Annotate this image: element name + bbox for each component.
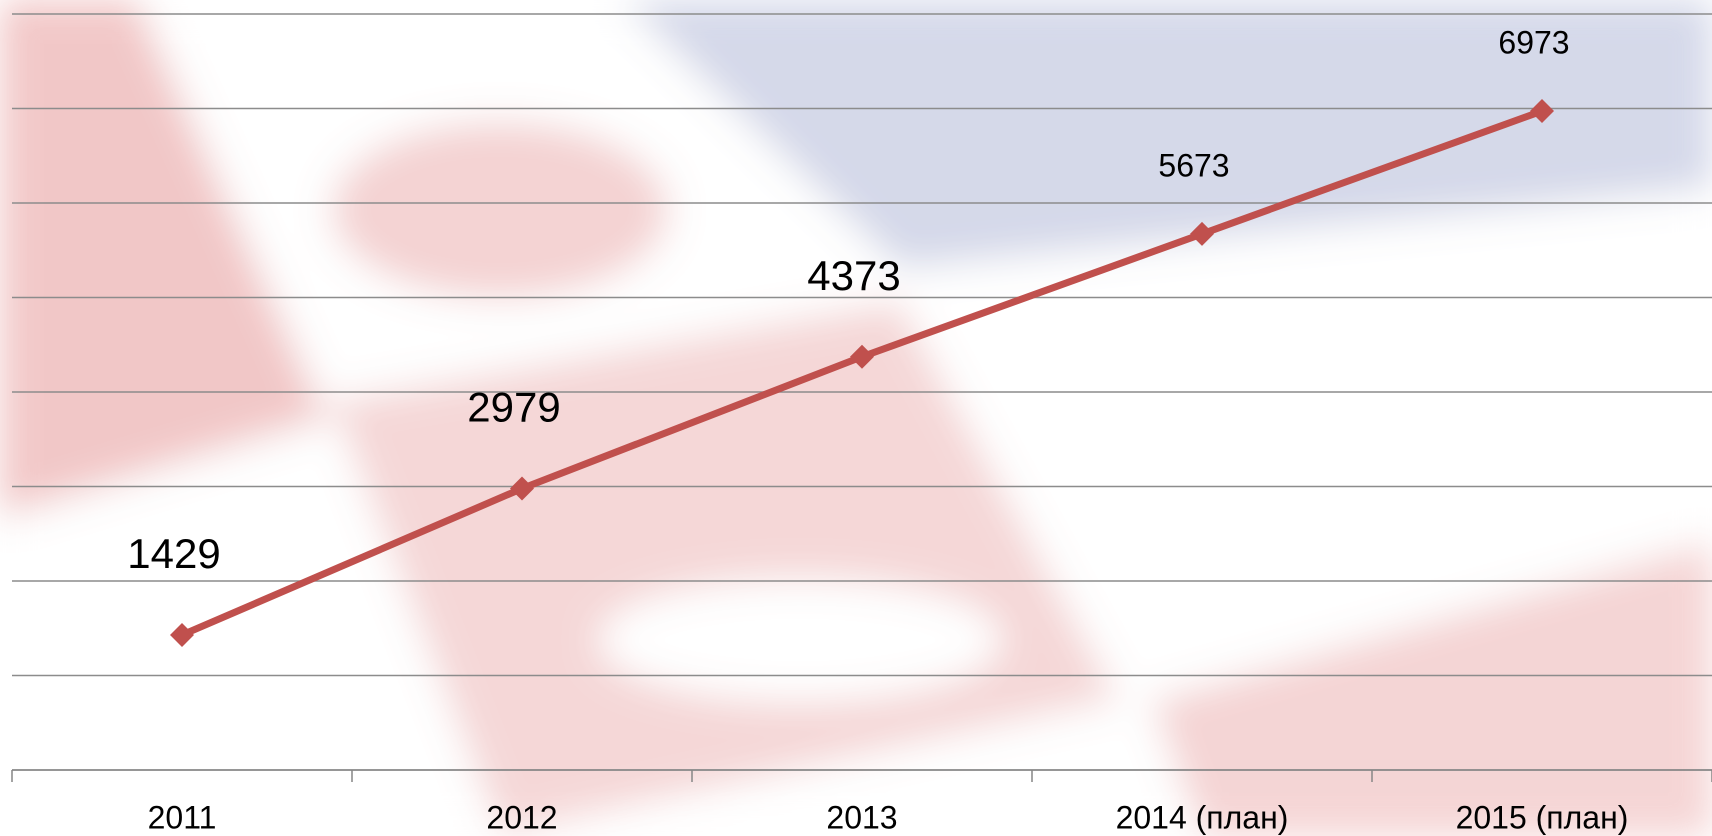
background-veil	[0, 0, 1712, 836]
page: {"chart_data": {"type": "line", "categor…	[0, 0, 1712, 836]
data-label: 4373	[807, 252, 900, 299]
data-label: 1429	[127, 530, 220, 577]
data-label: 2979	[467, 384, 560, 431]
x-tick-label: 2013	[826, 799, 897, 835]
x-tick-label: 2015 (план)	[1456, 799, 1629, 835]
x-tick-label: 2012	[486, 799, 557, 835]
data-label: 6973	[1498, 25, 1569, 61]
x-tick-label: 2011	[148, 799, 217, 835]
x-tick-label: 2014 (план)	[1116, 799, 1289, 835]
chart: 2011 2012 2013 2014 (план) 2015 (план) 1429 2…	[0, 0, 1712, 836]
data-label: 5673	[1158, 147, 1229, 183]
